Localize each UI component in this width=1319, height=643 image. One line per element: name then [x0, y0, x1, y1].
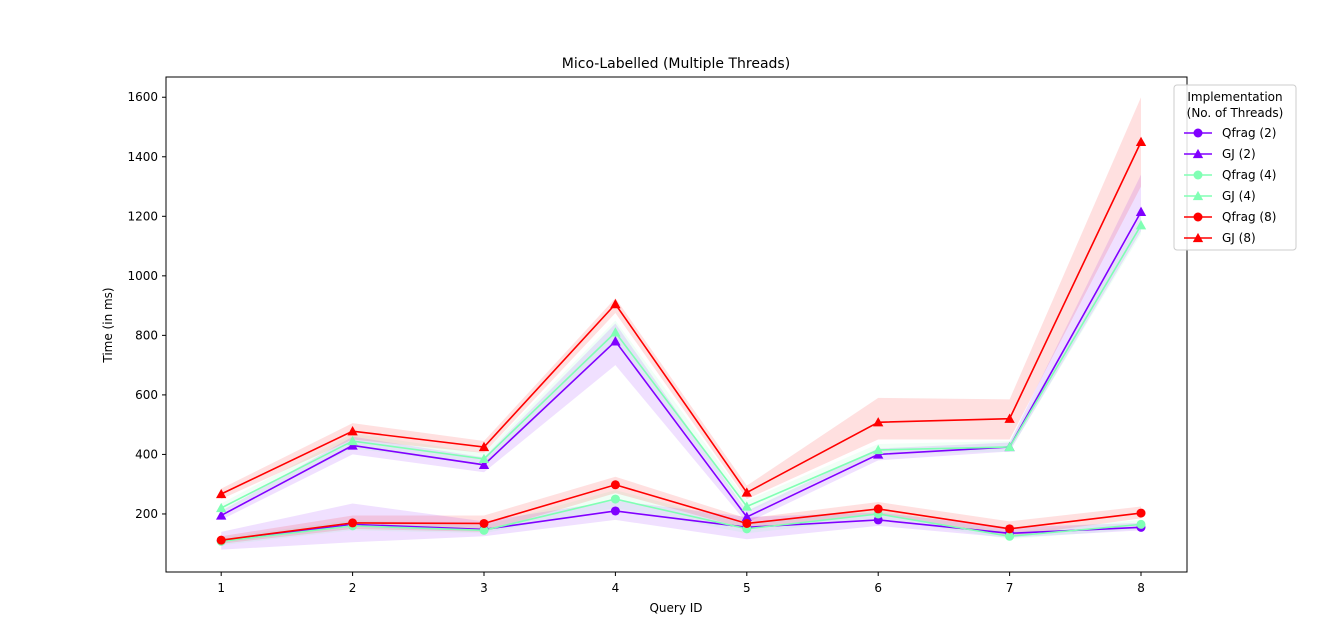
legend-label: Qfrag (8)	[1222, 210, 1276, 224]
legend-swatch-marker	[1192, 232, 1204, 243]
y-tick-label: 1200	[127, 209, 158, 223]
gj-4-point	[347, 435, 358, 446]
gj-4-band	[221, 216, 1142, 513]
legend-label: GJ (8)	[1222, 231, 1256, 245]
legend-label: GJ (2)	[1222, 147, 1256, 161]
legend-item-gj-2[interactable]: GJ (2)	[1184, 147, 1256, 161]
qfrag-8-point	[1136, 508, 1146, 518]
gj-8-band	[221, 97, 1142, 500]
gj-8-point	[216, 488, 227, 499]
plot-frame	[165, 76, 1188, 573]
gj-2-point	[741, 511, 752, 522]
chart-title: Mico-Labelled (Multiple Threads)	[562, 56, 790, 72]
y-axis-label: Time (in ms)	[101, 287, 115, 363]
gj-4-point	[1135, 220, 1147, 230]
series-lines	[220, 141, 1142, 543]
gj-2-point	[1135, 206, 1147, 216]
gj-4-point	[741, 501, 752, 511]
legend-item-gj-4[interactable]: GJ (4)	[1184, 189, 1256, 203]
x-tick-label: 4	[612, 581, 620, 595]
legend-label: GJ (4)	[1222, 189, 1256, 203]
qfrag-4-point	[1005, 531, 1015, 541]
y-tick-label: 1600	[127, 90, 158, 104]
y-tick-label: 1000	[127, 269, 158, 283]
gj-2-point	[216, 510, 227, 520]
qfrag-8-point	[216, 535, 226, 545]
x-tick-label: 2	[349, 581, 357, 595]
x-axis-label: Query ID	[649, 601, 702, 615]
series-bands	[221, 97, 1142, 550]
legend-item-qfrag-4[interactable]: Qfrag (4)	[1184, 168, 1276, 182]
qfrag-4-point	[610, 494, 620, 504]
y-axis: 200 400 600 800 1000 1200 1400 1600	[127, 90, 166, 521]
legend-item-qfrag-8[interactable]: Qfrag (8)	[1184, 210, 1276, 224]
legend-label: Qfrag (2)	[1222, 126, 1276, 140]
gj-4-point	[478, 453, 490, 464]
legend-swatch-marker	[1193, 212, 1203, 222]
y-tick-label: 800	[135, 328, 158, 342]
qfrag-2-line	[221, 510, 1142, 542]
gj-8-line	[220, 141, 1142, 495]
legend[interactable]: Implementation (No. of Threads) Qfrag (2…	[1173, 84, 1297, 251]
legend-item-gj-8[interactable]: GJ (8)	[1184, 231, 1256, 245]
y-tick-label: 400	[135, 447, 158, 461]
gj-8-point	[347, 426, 358, 436]
qfrag-8-band	[221, 476, 1142, 544]
gj-8-point	[478, 441, 490, 452]
x-tick-label: 8	[1137, 581, 1145, 595]
gj-4-point	[610, 327, 621, 337]
gj-8-point	[873, 417, 884, 427]
qfrag-2-point	[610, 506, 620, 516]
gj-8-point	[1135, 136, 1147, 147]
qfrag-8-point	[479, 518, 489, 528]
qfrag-4-line	[221, 498, 1142, 543]
legend-swatch-marker	[1193, 128, 1203, 138]
legend-label: Qfrag (4)	[1222, 168, 1276, 182]
gj-4-point	[216, 502, 227, 513]
gj-4-point	[873, 444, 884, 455]
legend-frame	[1173, 84, 1297, 251]
qfrag-4-point	[1136, 519, 1146, 529]
qfrag-2-band	[221, 500, 1142, 550]
qfrag-8-point	[610, 480, 620, 490]
gj-2-line	[220, 211, 1142, 518]
legend-title-line1: Implementation	[1187, 90, 1282, 104]
gj-8-point	[610, 298, 621, 309]
qfrag-4-point	[479, 525, 489, 535]
x-axis: 1 2 3 4 5 6 7 8	[217, 572, 1145, 595]
gj-2-band	[221, 174, 1142, 523]
legend-title-line2: (No. of Threads)	[1187, 106, 1284, 120]
gj-4-point	[1004, 441, 1015, 452]
series-markers	[216, 136, 1147, 546]
x-tick-label: 7	[1006, 581, 1014, 595]
qfrag-8-point	[1005, 524, 1015, 534]
qfrag-4-band	[221, 490, 1142, 546]
x-tick-label: 6	[874, 581, 882, 595]
x-tick-label: 1	[217, 581, 225, 595]
y-tick-label: 200	[135, 507, 158, 521]
legend-swatch-marker	[1192, 190, 1204, 201]
x-tick-label: 5	[743, 581, 751, 595]
gj-8-point	[741, 487, 752, 497]
x-tick-label: 3	[480, 581, 488, 595]
gj-8-point	[1004, 413, 1015, 423]
legend-item-qfrag-2[interactable]: Qfrag (2)	[1184, 126, 1276, 140]
gj-2-point	[610, 336, 621, 346]
qfrag-8-point	[742, 518, 752, 528]
qfrag-8-point	[348, 518, 358, 528]
gj-4-line	[220, 224, 1142, 509]
y-tick-label: 600	[135, 388, 158, 402]
y-tick-label: 1400	[127, 150, 158, 164]
legend-swatch-marker	[1192, 148, 1204, 159]
qfrag-8-line	[221, 483, 1142, 541]
legend-swatch-marker	[1193, 170, 1203, 180]
gj-2-point	[478, 459, 490, 469]
qfrag-8-point	[873, 504, 883, 514]
